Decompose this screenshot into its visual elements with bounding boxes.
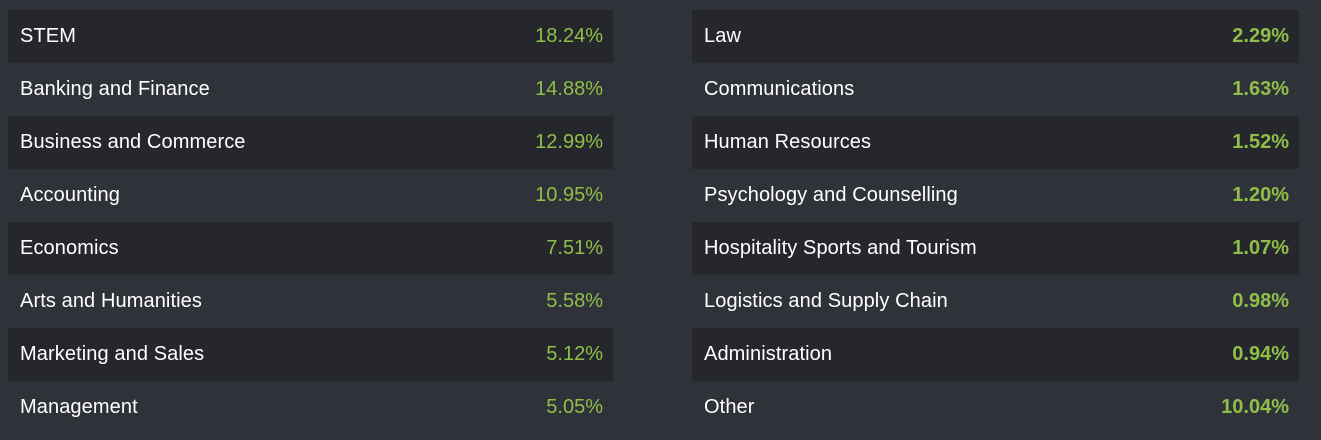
discipline-percentage: 10.95% [535,184,603,206]
discipline-label: Management [20,396,138,418]
discipline-label: Banking and Finance [20,78,210,100]
discipline-label: Human Resources [704,131,872,153]
list-item: Accounting 10.95% [8,169,613,222]
discipline-label: Psychology and Counselling [704,184,958,206]
list-item: Law 2.29% [692,10,1299,63]
discipline-label: STEM [20,25,76,47]
list-item: Hospitality Sports and Tourism 1.07% [692,222,1299,275]
list-item: Logistics and Supply Chain 0.98% [692,275,1299,328]
list-item: Arts and Humanities 5.58% [8,275,613,328]
list-item: Economics 7.51% [8,222,613,275]
list-item: Administration 0.94% [692,328,1299,381]
discipline-label: Economics [20,237,119,259]
list-item: Business and Commerce 12.99% [8,116,613,169]
list-item: Human Resources 1.52% [692,116,1299,169]
discipline-percentage: 7.51% [546,237,603,259]
discipline-label: Communications [704,78,855,100]
discipline-label: Arts and Humanities [20,290,202,312]
discipline-percentage: 1.20% [1232,184,1289,206]
discipline-label: Hospitality Sports and Tourism [704,237,977,259]
discipline-percentage: 0.94% [1232,343,1289,365]
discipline-label: Marketing and Sales [20,343,205,365]
list-item: Marketing and Sales 5.12% [8,328,613,381]
discipline-label: Business and Commerce [20,131,246,153]
list-item: Banking and Finance 14.88% [8,63,613,116]
discipline-label: Logistics and Supply Chain [704,290,948,312]
right-column: Law 2.29% Communications 1.63% Human Res… [692,10,1299,434]
discipline-percentage: 2.29% [1232,25,1289,47]
left-column: STEM 18.24% Banking and Finance 14.88% B… [8,10,613,434]
discipline-label: Administration [704,343,833,365]
list-item: Other 10.04% [692,381,1299,434]
discipline-percentage: 5.58% [546,290,603,312]
discipline-percentage: 1.07% [1232,237,1289,259]
discipline-percentage: 1.63% [1232,78,1289,100]
discipline-percentage: 5.12% [546,343,603,365]
discipline-percentage: 18.24% [535,25,603,47]
discipline-percentage: 10.04% [1221,396,1289,418]
discipline-label: Accounting [20,184,120,206]
discipline-label: Law [704,25,741,47]
list-item: Communications 1.63% [692,63,1299,116]
discipline-percentage: 0.98% [1232,290,1289,312]
list-item: Management 5.05% [8,381,613,434]
discipline-percentage: 14.88% [535,78,603,100]
list-item: STEM 18.24% [8,10,613,63]
discipline-percentage: 12.99% [535,131,603,153]
discipline-percentage: 5.05% [546,396,603,418]
discipline-percentage: 1.52% [1232,131,1289,153]
discipline-label: Other [704,396,755,418]
list-item: Psychology and Counselling 1.20% [692,169,1299,222]
